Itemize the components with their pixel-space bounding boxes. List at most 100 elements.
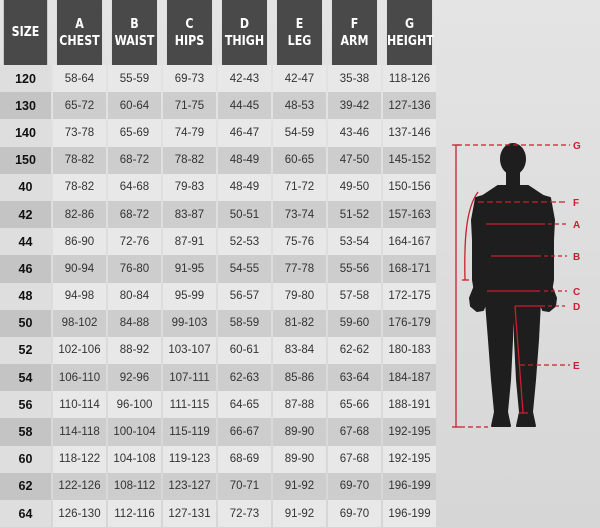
column-name: THIGH: [224, 33, 265, 49]
measurement-cell: 75-76: [273, 228, 326, 256]
measurement-cell: 69-70: [328, 500, 381, 528]
measurement-cell: 87-88: [273, 391, 326, 419]
measurement-cell: 102-106: [53, 336, 106, 365]
measurement-cell: 98-102: [53, 309, 106, 337]
column-header-hips: C HIPS: [166, 0, 213, 65]
table-row: 54 106-110 92-96 107-111 62-63 85-86 63-64 184-…: [0, 364, 436, 392]
measurement-cell: 103-107: [163, 336, 216, 365]
measurement-cell: 81-82: [273, 309, 326, 337]
column-header-waist: B WAIST: [111, 0, 158, 65]
label-b: B: [573, 252, 580, 263]
column-letter: D: [239, 16, 250, 32]
measurement-cell: 118-122: [53, 445, 106, 473]
measurement-cell: 72-76: [108, 228, 161, 256]
measurement-cell: 90-94: [53, 255, 106, 283]
column-letter: B: [130, 16, 139, 32]
measurement-cell: 137-146: [383, 119, 436, 147]
measurement-cell: 42-47: [273, 65, 326, 93]
header-row: SIZE A CHEST B WAIST C HIPS D THIGH E LEG F ARM G HEIG…: [0, 0, 436, 65]
measurement-cell: 176-179: [383, 309, 436, 337]
measurement-cell: 68-69: [218, 445, 271, 473]
measurement-cell: 91-92: [273, 472, 326, 500]
size-cell: 44: [0, 228, 51, 256]
measurement-cell: 35-38: [328, 65, 381, 93]
measurement-cell: 111-115: [163, 391, 216, 419]
measurement-cell: 79-80: [273, 282, 326, 310]
measurement-cell: 65-66: [328, 391, 381, 419]
measurement-cell: 53-54: [328, 228, 381, 256]
column-header-arm: F ARM: [331, 0, 378, 65]
size-cell: 48: [0, 282, 51, 310]
measurement-cell: 94-98: [53, 282, 106, 310]
table-row: 56 110-114 96-100 111-115 64-65 87-88 65-66 188…: [0, 391, 436, 419]
measurement-cell: 84-88: [108, 309, 161, 337]
measurement-cell: 119-123: [163, 445, 216, 473]
measurement-cell: 85-86: [273, 364, 326, 392]
measurement-cell: 164-167: [383, 228, 436, 256]
column-letter: C: [185, 16, 194, 32]
measurement-cell: 67-68: [328, 445, 381, 473]
measurement-cell: 66-67: [218, 418, 271, 446]
measurement-cell: 72-73: [218, 500, 271, 528]
column-letter: G: [404, 16, 415, 32]
size-cell: 54: [0, 364, 51, 392]
column-letter: F: [350, 16, 359, 32]
measurement-cell: 78-82: [53, 173, 106, 201]
measurement-cell: 63-64: [328, 364, 381, 392]
column-letter: A: [75, 16, 84, 32]
column-header-size: SIZE: [3, 0, 48, 65]
measurement-cell: 55-56: [328, 255, 381, 283]
table-row: 50 98-102 84-88 99-103 58-59 81-82 59-60 176-17…: [0, 309, 436, 337]
measurement-cell: 60-65: [273, 146, 326, 174]
table-row: 60 118-122 104-108 119-123 68-69 89-90 67-68 19…: [0, 445, 436, 473]
size-cell: 46: [0, 255, 51, 283]
column-name: SIZE: [11, 25, 40, 40]
measurement-cell: 69-73: [163, 65, 216, 93]
label-g: G: [573, 141, 581, 152]
size-cell: 120: [0, 65, 51, 93]
table-row: 46 90-94 76-80 91-95 54-55 77-78 55-56 168-171: [0, 255, 436, 283]
measurement-cell: 100-104: [108, 418, 161, 446]
measurement-cell: 82-86: [53, 200, 106, 229]
measurement-cell: 68-72: [108, 200, 161, 229]
measurement-cell: 50-51: [218, 200, 271, 229]
measurement-cell: 88-92: [108, 336, 161, 365]
measurement-cell: 83-84: [273, 336, 326, 365]
measurement-cell: 44-45: [218, 92, 271, 120]
measurement-cell: 78-82: [163, 146, 216, 174]
table-row: 40 78-82 64-68 79-83 48-49 71-72 49-50 150-156: [0, 173, 436, 201]
measurement-cell: 46-47: [218, 119, 271, 147]
column-name: HIPS: [174, 33, 205, 49]
measurement-cell: 64-68: [108, 173, 161, 201]
table-row: 62 122-126 108-112 123-127 70-71 91-92 69-70 19…: [0, 472, 436, 500]
measurement-cell: 51-52: [328, 200, 381, 229]
column-name: WAIST: [114, 33, 155, 49]
measurement-cell: 87-91: [163, 228, 216, 256]
column-header-leg: E LEG: [276, 0, 323, 65]
measurement-cell: 67-68: [328, 418, 381, 446]
measurement-cell: 54-59: [273, 119, 326, 147]
measurement-cell: 49-50: [328, 173, 381, 201]
table-row: 130 65-72 60-64 71-75 44-45 48-53 39-42 127-136: [0, 92, 436, 120]
measurement-cell: 58-59: [218, 309, 271, 337]
measurement-cell: 43-46: [328, 119, 381, 147]
table-row: 48 94-98 80-84 95-99 56-57 79-80 57-58 172-175: [0, 282, 436, 310]
measurement-cell: 62-63: [218, 364, 271, 392]
label-c: C: [573, 287, 580, 298]
measurement-cell: 123-127: [163, 472, 216, 500]
table-row: 52 102-106 88-92 103-107 60-61 83-84 62-62 180-…: [0, 336, 436, 365]
measurement-cell: 54-55: [218, 255, 271, 283]
measurement-cell: 145-152: [383, 146, 436, 174]
size-cell: 40: [0, 173, 51, 201]
measurement-cell: 106-110: [53, 364, 106, 392]
measurement-cell: 86-90: [53, 228, 106, 256]
measurement-cell: 95-99: [163, 282, 216, 310]
column-name: ARM: [340, 33, 369, 49]
measurement-cell: 80-84: [108, 282, 161, 310]
column-name: CHEST: [59, 33, 100, 49]
measurement-cell: 108-112: [108, 472, 161, 500]
size-cell: 42: [0, 200, 51, 229]
measurement-cell: 39-42: [328, 92, 381, 120]
column-name: LEG: [287, 33, 312, 49]
measurement-cell: 127-131: [163, 500, 216, 528]
